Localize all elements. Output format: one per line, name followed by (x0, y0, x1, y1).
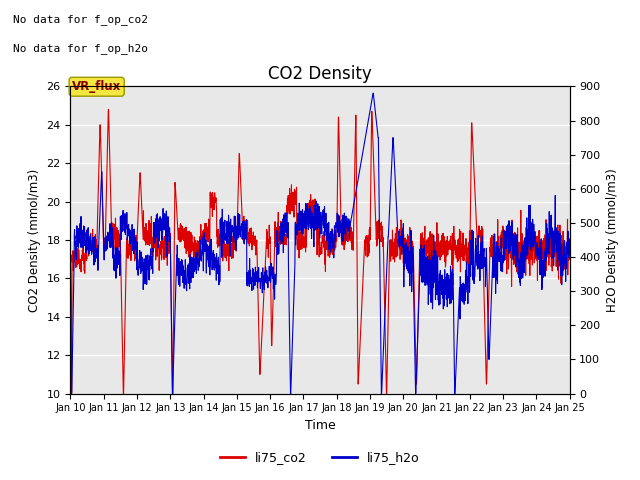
Text: No data for f_op_h2o: No data for f_op_h2o (13, 43, 148, 54)
Y-axis label: CO2 Density (mmol/m3): CO2 Density (mmol/m3) (28, 168, 41, 312)
Y-axis label: H2O Density (mmol/m3): H2O Density (mmol/m3) (606, 168, 619, 312)
Text: VR_flux: VR_flux (72, 80, 122, 93)
Text: No data for f_op_co2: No data for f_op_co2 (13, 14, 148, 25)
X-axis label: Time: Time (305, 419, 335, 432)
Title: CO2 Density: CO2 Density (268, 65, 372, 84)
Legend: li75_co2, li75_h2o: li75_co2, li75_h2o (215, 446, 425, 469)
